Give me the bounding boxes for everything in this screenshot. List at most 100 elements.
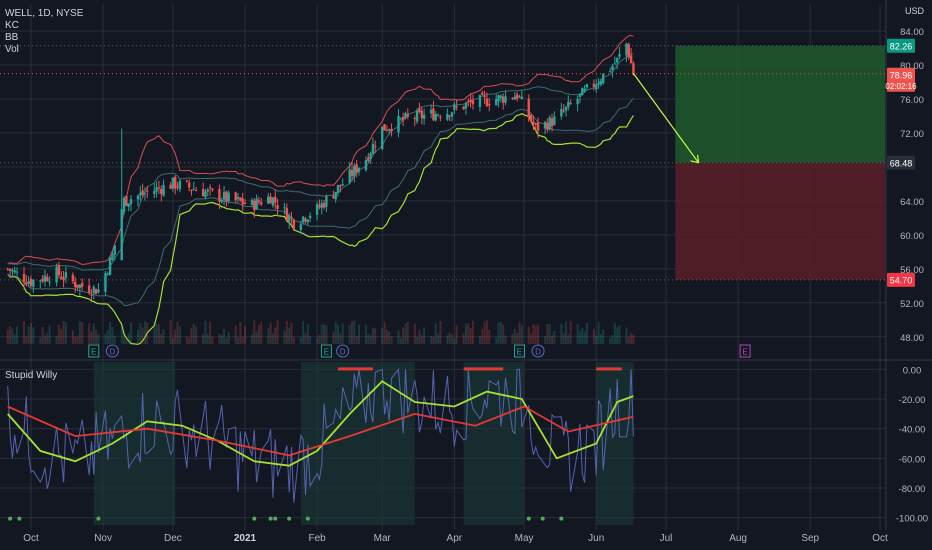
volume-bar bbox=[188, 337, 191, 344]
candle-body bbox=[434, 114, 437, 121]
candle-body bbox=[422, 114, 426, 120]
dividend-marker[interactable] bbox=[336, 344, 350, 358]
candle-body bbox=[578, 93, 582, 97]
x-tick-label: Aug bbox=[729, 533, 747, 544]
candle-body bbox=[206, 189, 209, 192]
target-zone[interactable] bbox=[675, 45, 885, 163]
candle-body bbox=[597, 83, 600, 85]
volume-bar bbox=[350, 321, 353, 344]
candle-body bbox=[108, 257, 112, 276]
symbol-label[interactable]: WELL, 1D, NYSE bbox=[5, 8, 84, 19]
candle-body bbox=[548, 117, 551, 130]
volume-bar bbox=[527, 326, 530, 344]
volume-bar bbox=[337, 324, 340, 344]
candle-body bbox=[269, 196, 272, 204]
candle-body bbox=[560, 108, 563, 117]
volume-bar bbox=[471, 320, 474, 344]
volume-bar bbox=[146, 322, 149, 344]
volume-bar bbox=[39, 337, 42, 344]
candle-body bbox=[92, 286, 96, 294]
volume-bar bbox=[190, 327, 193, 344]
volume-bar bbox=[371, 327, 374, 344]
indicator-kc[interactable]: KC bbox=[5, 20, 19, 31]
candle-body bbox=[583, 88, 586, 91]
stop-zone[interactable] bbox=[675, 162, 885, 280]
signal-dot bbox=[559, 516, 564, 521]
volume-bar bbox=[9, 326, 12, 344]
oscillator-zone bbox=[463, 362, 525, 525]
x-tick-label: May bbox=[515, 533, 534, 544]
candle-body bbox=[122, 197, 126, 212]
volume-bar bbox=[234, 325, 237, 344]
volume-bar bbox=[381, 328, 384, 344]
volume-bar bbox=[537, 324, 540, 344]
volume-bar bbox=[11, 328, 14, 344]
volume-bar bbox=[320, 324, 323, 344]
volume-bar bbox=[104, 333, 107, 344]
candle-body bbox=[143, 193, 147, 195]
candle-body bbox=[550, 118, 554, 127]
candle-body bbox=[204, 191, 207, 198]
volume-bar bbox=[223, 328, 226, 344]
oscillator-name[interactable]: Stupid Willy bbox=[5, 370, 58, 381]
signal-dot bbox=[96, 516, 101, 521]
volume-bar bbox=[339, 333, 342, 344]
volume-bar bbox=[423, 327, 426, 344]
dividend-marker[interactable] bbox=[531, 344, 545, 358]
indicator-bb[interactable]: BB bbox=[5, 32, 19, 43]
volume-bar bbox=[469, 327, 472, 344]
candle-body bbox=[222, 192, 226, 200]
y-tick-label: 72.00 bbox=[900, 129, 924, 140]
earnings-marker[interactable] bbox=[320, 344, 332, 358]
dividend-marker[interactable] bbox=[105, 344, 119, 358]
candle-body bbox=[415, 110, 419, 122]
earnings-marker[interactable] bbox=[88, 344, 100, 358]
volume-bar bbox=[306, 324, 309, 344]
volume-bar bbox=[560, 323, 563, 344]
candle-body bbox=[404, 113, 407, 119]
candle-body bbox=[497, 95, 500, 102]
projection-arrow[interactable] bbox=[632, 73, 700, 164]
candle-body bbox=[350, 169, 354, 176]
volume-bar bbox=[71, 330, 74, 344]
candle-body bbox=[94, 289, 98, 295]
candle-body bbox=[78, 284, 82, 288]
volume-bar bbox=[495, 337, 498, 344]
volume-bar bbox=[30, 323, 32, 344]
signal-dot bbox=[287, 516, 292, 521]
earnings-marker[interactable] bbox=[513, 344, 525, 358]
candle-body bbox=[39, 280, 42, 282]
volume-bar bbox=[481, 329, 484, 344]
candle-body bbox=[239, 197, 242, 201]
oscillator-line bbox=[7, 368, 634, 503]
candle-body bbox=[418, 108, 421, 112]
candle-body bbox=[504, 96, 507, 103]
candle-body bbox=[299, 224, 303, 230]
volume-bar bbox=[109, 322, 112, 344]
volume-bar bbox=[302, 321, 305, 344]
candle-body bbox=[11, 270, 14, 272]
candle-body bbox=[501, 96, 505, 103]
volume-bar bbox=[413, 323, 416, 344]
candle-body bbox=[348, 169, 351, 183]
candle-body bbox=[274, 196, 277, 203]
volume-bar bbox=[206, 333, 209, 344]
candle-body bbox=[388, 129, 391, 131]
volume-bar bbox=[369, 335, 372, 344]
volume-bar bbox=[504, 335, 507, 344]
target-price-badge bbox=[887, 38, 915, 53]
candle-body bbox=[174, 176, 177, 189]
x-tick-label: Feb bbox=[308, 533, 326, 544]
indicator-vol[interactable]: Vol bbox=[5, 44, 19, 55]
candle-body bbox=[627, 44, 630, 58]
volume-bar bbox=[578, 330, 581, 344]
candle-body bbox=[315, 204, 319, 215]
volume-bar bbox=[602, 329, 605, 344]
earnings-marker[interactable] bbox=[739, 344, 751, 358]
candle-body bbox=[271, 197, 275, 206]
volume-bar bbox=[367, 334, 370, 344]
oscillator-fast-line bbox=[7, 380, 634, 467]
oscillator-zone bbox=[93, 362, 176, 525]
candle-body bbox=[581, 88, 584, 96]
